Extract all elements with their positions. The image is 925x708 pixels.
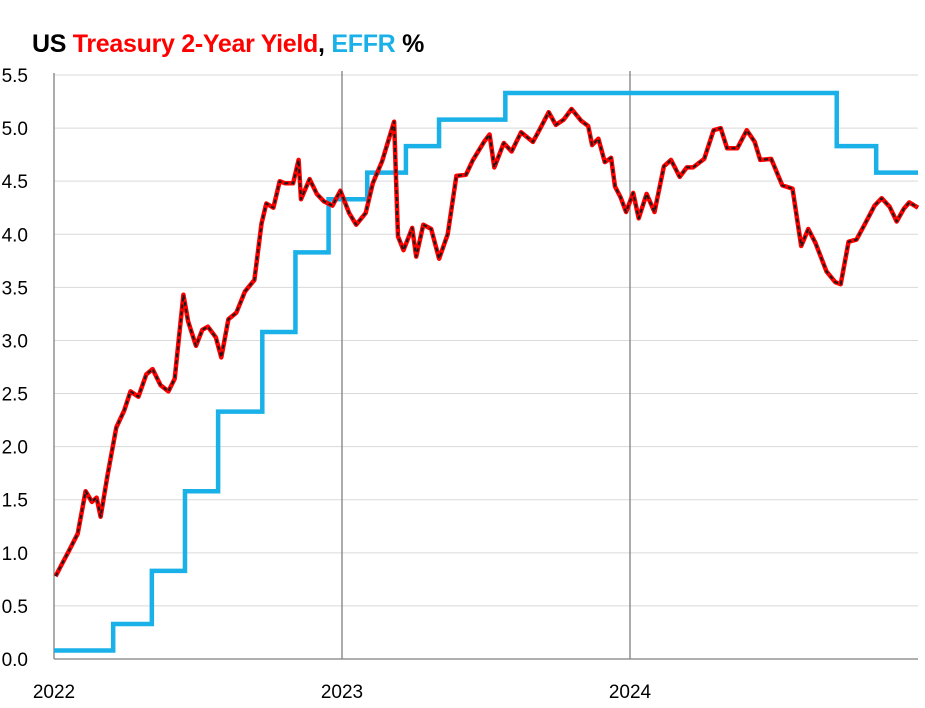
- title-series-yield: Treasury 2-Year Yield: [72, 30, 319, 58]
- gridlines: [54, 74, 918, 607]
- tick-labels: 0.0 0.5 1.0 1.5 2.0 2.5 3.0 3.5 4.0 4.5 5.0 5.5 2022…: [2, 66, 652, 703]
- title-unit: %: [395, 30, 424, 58]
- y-tick-label: 5.0: [2, 119, 28, 140]
- y-tick-label: 3.0: [2, 331, 28, 352]
- chart-title: US Treasury 2-Year Yield, EFFR %: [32, 30, 424, 59]
- y-tick-label: 2.0: [2, 438, 28, 459]
- series-lines: [53, 90, 920, 653]
- x-tick-label: 2023: [321, 682, 363, 703]
- x-tick-label: 2022: [33, 682, 75, 703]
- y-tick-label: 5.5: [2, 66, 28, 87]
- y-tick-label: 2.5: [2, 385, 28, 406]
- y-tick-label: 3.5: [2, 278, 28, 299]
- y-tick-label: 0.5: [2, 597, 28, 618]
- x-tick-label: 2024: [609, 682, 652, 703]
- y-tick-label: 4.0: [2, 225, 28, 246]
- series-treasury-2y-dash: [54, 108, 919, 577]
- series-effr: [54, 90, 918, 653]
- axes: [53, 73, 918, 660]
- y-tick-label: 4.5: [2, 172, 28, 193]
- title-series-effr: EFFR: [331, 30, 396, 58]
- y-tick-label: 1.0: [2, 544, 28, 565]
- title-prefix: US: [32, 30, 73, 58]
- title-separator: ,: [318, 30, 332, 58]
- y-tick-label: 1.5: [2, 491, 28, 512]
- year-lines: [341, 71, 631, 659]
- y-tick-label: 0.0: [2, 650, 28, 671]
